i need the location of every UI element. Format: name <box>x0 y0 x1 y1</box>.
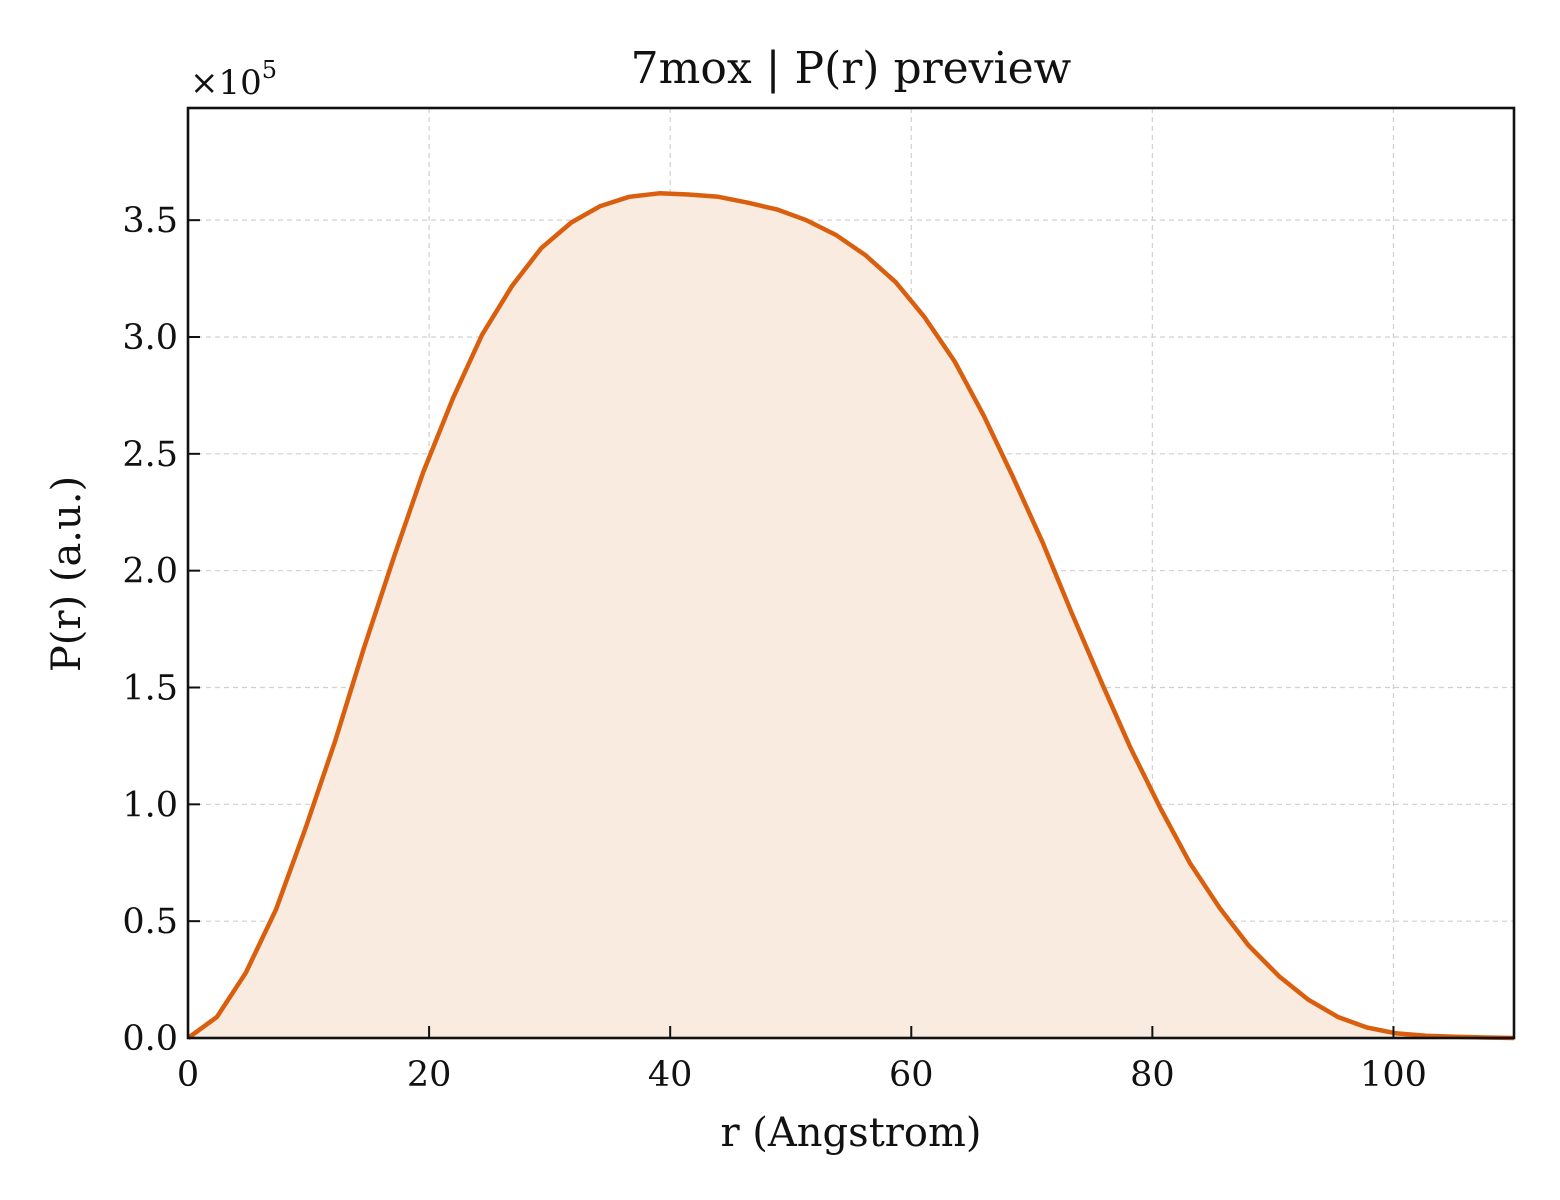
y-axis-label: P(r) (a.u.) <box>44 476 90 672</box>
x-tick-label: 60 <box>889 1055 934 1095</box>
y-tick-label: 2.5 <box>122 435 178 475</box>
y-tick-label: 3.5 <box>122 201 178 241</box>
y-tick-label: 0.0 <box>122 1019 178 1059</box>
plot-frame <box>186 106 1516 1040</box>
y-multiplier-exponent: 5 <box>262 56 277 84</box>
y-tick-label: 3.0 <box>122 318 178 358</box>
y-tick-label: 0.5 <box>122 902 178 942</box>
x-tick-label: 20 <box>407 1055 452 1095</box>
chart-title: 7mox | P(r) preview <box>631 43 1072 94</box>
x-tick-label: 0 <box>177 1055 199 1095</box>
x-tick-label: 80 <box>1130 1055 1175 1095</box>
y-tick-label: 2.0 <box>122 552 178 592</box>
x-tick-label: 100 <box>1360 1055 1427 1095</box>
y-multiplier-label: ×105 <box>190 56 277 103</box>
y-tick-label: 1.5 <box>122 668 178 708</box>
y-multiplier-base: ×10 <box>190 63 262 103</box>
ticks-layer <box>187 219 1395 1039</box>
pr-area-fill <box>188 193 1514 1039</box>
y-tick-label: 1.0 <box>122 785 178 825</box>
x-axis-label: r (Angstrom) <box>720 1110 981 1156</box>
x-tick-label: 40 <box>648 1055 693 1095</box>
pr-curve-line <box>186 191 1515 1041</box>
tick-labels: 0 20 40 60 80 100 0.0 0.5 1.0 1.5 2.0 2.5 3.0 3.5 <box>122 201 1427 1095</box>
